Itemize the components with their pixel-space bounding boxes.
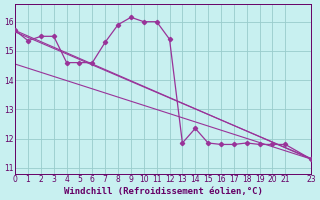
X-axis label: Windchill (Refroidissement éolien,°C): Windchill (Refroidissement éolien,°C) xyxy=(64,187,262,196)
